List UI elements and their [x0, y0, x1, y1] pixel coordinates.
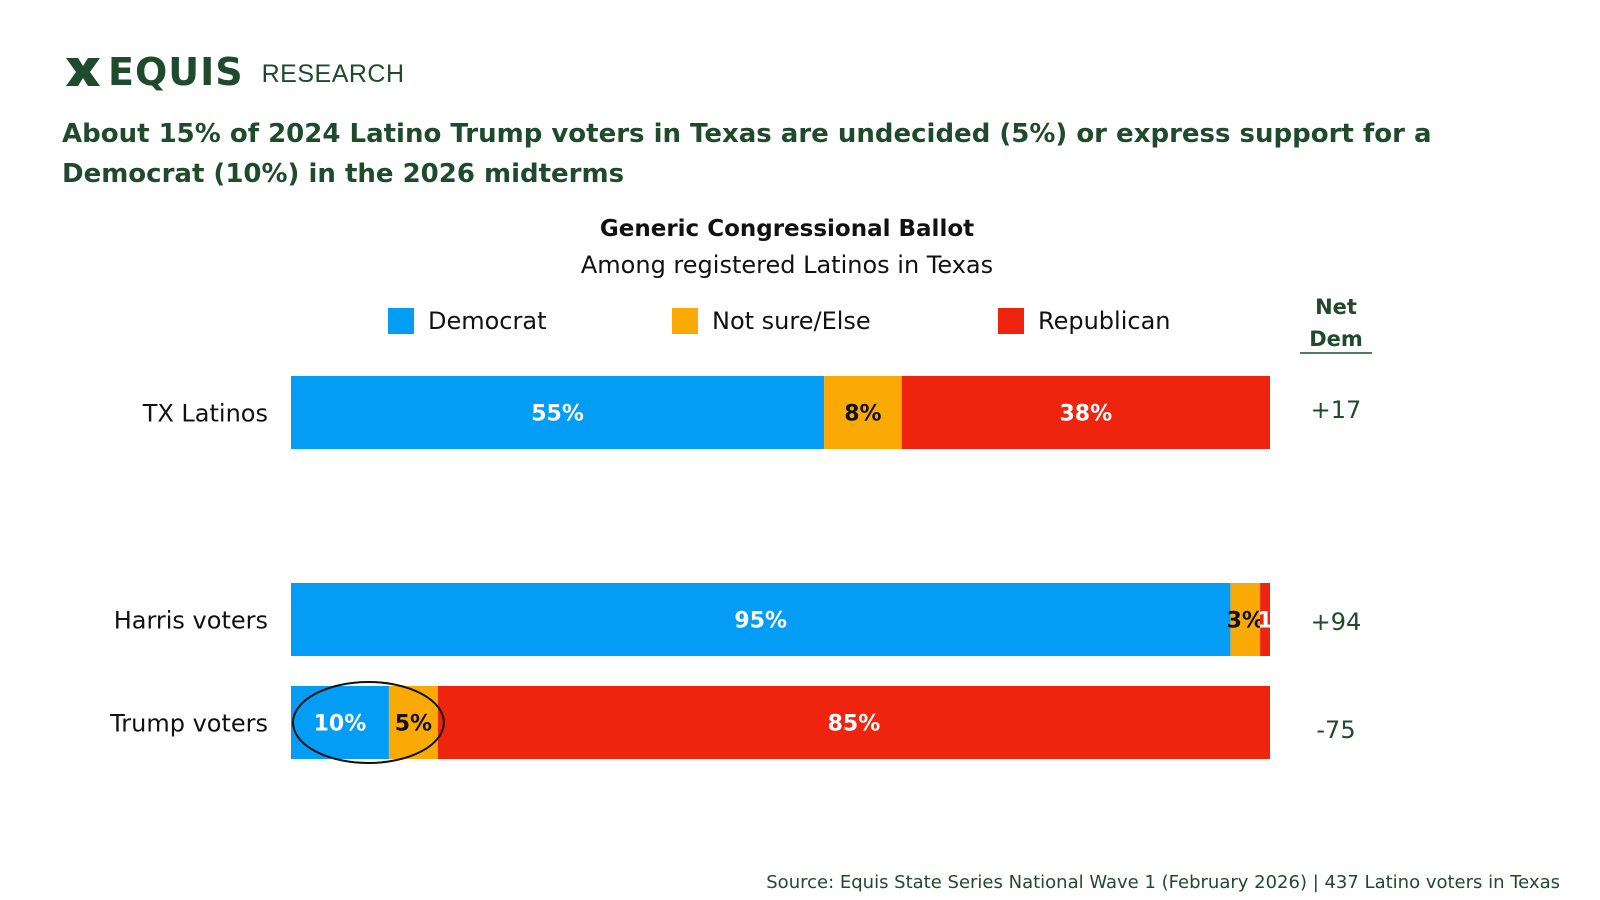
- bar-value-label: 55%: [531, 402, 584, 427]
- brand-logo: EQUIS RESEARCH: [64, 50, 405, 94]
- bar-value-label: 5%: [395, 712, 432, 737]
- chart-subtitle: Among registered Latinos in Texas: [581, 251, 993, 279]
- legend-label: Not sure/Else: [712, 307, 871, 335]
- bar-republican-trump-voters: [437, 686, 1271, 759]
- bar-value-label: 1: [1257, 609, 1272, 634]
- bar-not-sure-else-harris-voters: [1230, 583, 1261, 656]
- net-dem-header: Net Dem: [1300, 295, 1372, 354]
- legend-swatch-not-sure-else: [672, 308, 698, 334]
- brand-section: RESEARCH: [261, 59, 405, 88]
- source-note: Source: Equis State Series National Wave…: [766, 872, 1560, 893]
- bar-democrat-tx-latinos: [291, 376, 825, 449]
- legend-swatch-republican: [998, 308, 1024, 334]
- bar-value-label: 85%: [828, 712, 881, 737]
- brand-name: EQUIS: [108, 50, 244, 94]
- legend-swatch-democrat: [388, 308, 414, 334]
- chart: Generic Congressional Ballot Among regis…: [109, 216, 1372, 764]
- highlight-group: [292, 681, 445, 764]
- legend-label: Republican: [1038, 307, 1171, 335]
- bar-value-label: 38%: [1059, 402, 1112, 427]
- legend-label: Democrat: [428, 307, 547, 335]
- equis-x-icon: [66, 58, 100, 86]
- net-dem-header-text: Net Dem: [1309, 295, 1363, 351]
- bar-democrat-harris-voters: [291, 583, 1231, 656]
- bar-value-label: 3%: [1227, 609, 1264, 634]
- bar-value-label: 10%: [314, 712, 367, 737]
- net-dem-value: -75: [1316, 716, 1355, 744]
- chart-title: Generic Congressional Ballot: [600, 216, 974, 242]
- highlight-ellipse: [292, 681, 445, 764]
- net-dem-value: +94: [1311, 608, 1362, 636]
- bar-republican-harris-voters: [1260, 583, 1270, 656]
- net-dem-value: +17: [1311, 396, 1362, 424]
- headline: About 15% of 2024 Latino Trump voters in…: [62, 119, 1432, 189]
- bar-republican-tx-latinos: [901, 376, 1270, 449]
- category-label: Harris voters: [114, 607, 268, 635]
- category-label: TX Latinos: [142, 400, 268, 428]
- bar-not-sure-else-tx-latinos: [824, 376, 902, 449]
- legend: Democrat Not sure/Else Republican: [388, 307, 1171, 335]
- bar-value-label: 95%: [734, 609, 787, 634]
- bar-value-label: 8%: [844, 402, 881, 427]
- category-label: Trump voters: [109, 710, 268, 738]
